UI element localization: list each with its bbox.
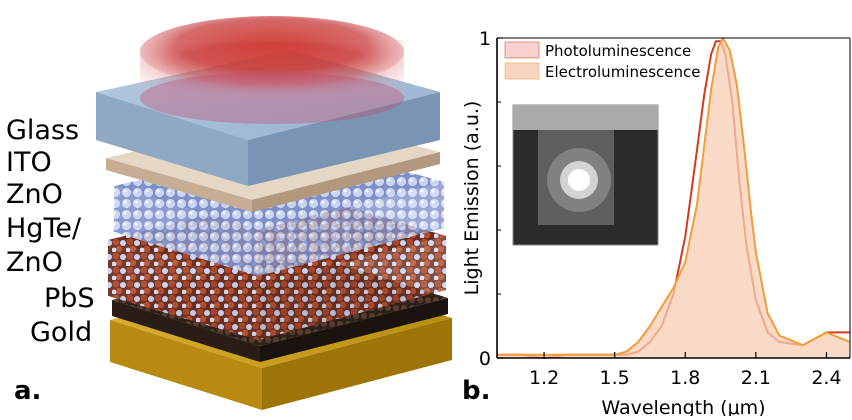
chart-axes: 1.2 1.5 1.8 2.1 2.4 0 1 Wavelength (μm) Light Em… xyxy=(461,28,851,419)
y-tick-label: 1 xyxy=(479,28,491,50)
layer-label-zno: ZnO xyxy=(6,179,63,210)
x-tick-label: 1.2 xyxy=(529,367,559,389)
y-axis-label: Light Emission (a.u.) xyxy=(461,101,483,296)
x-axis-label: Wavelength (μm) xyxy=(601,397,765,416)
inset-camera-image xyxy=(512,104,659,246)
legend-swatch-1 xyxy=(504,41,540,59)
x-tick-label: 1.8 xyxy=(670,367,700,389)
chart-marks xyxy=(497,37,851,359)
layer-label-zno-2: ZnO xyxy=(6,247,63,278)
layer-label-glass: Glass xyxy=(6,115,80,146)
y-tick-label: 0 xyxy=(479,348,491,370)
layer-label-hgte: HgTe/ xyxy=(6,213,82,244)
x-tick-label: 1.5 xyxy=(600,367,630,389)
x-tick-label: 2.4 xyxy=(811,367,841,389)
device-stack-illustration xyxy=(96,16,452,410)
series-line-2 xyxy=(497,37,851,356)
panel-label-a: a. xyxy=(14,376,42,406)
legend-label-2: Electroluminescence xyxy=(545,63,700,81)
layer-label-pbs: PbS xyxy=(44,283,95,314)
emission-spectrum-panel: Photoluminescence Electroluminescence 1.2… xyxy=(440,0,852,419)
emission-spectrum-chart: Photoluminescence Electroluminescence 1.2… xyxy=(461,28,851,419)
panel-label-b: b. xyxy=(462,376,491,406)
series-fill-2 xyxy=(497,38,850,358)
device-stack-panel: Glass ITO ZnO HgTe/ ZnO PbS Gold a. xyxy=(6,16,452,410)
legend-swatch-2 xyxy=(504,62,540,80)
x-tick-label: 2.1 xyxy=(741,367,771,389)
layer-label-ito: ITO xyxy=(6,147,52,178)
chart-legend: Photoluminescence Electroluminescence xyxy=(504,41,700,81)
layer-label-gold: Gold xyxy=(30,317,93,348)
legend-label-1: Photoluminescence xyxy=(545,42,691,60)
